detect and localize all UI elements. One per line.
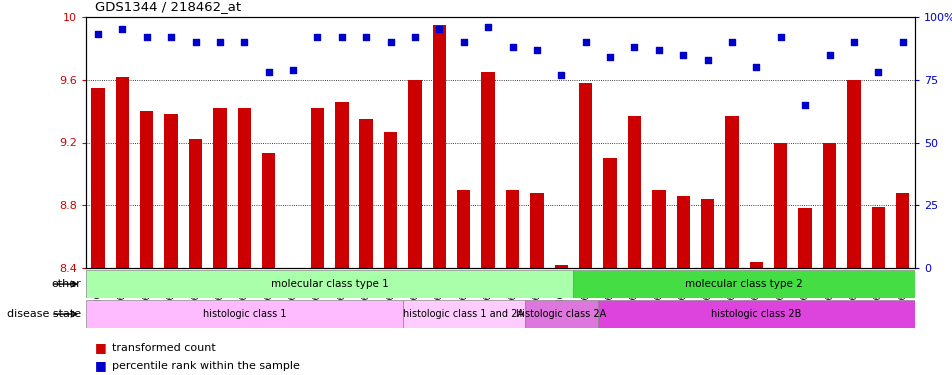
Point <box>480 24 495 30</box>
Point <box>188 39 203 45</box>
Text: histologic class 1 and 2A: histologic class 1 and 2A <box>403 309 524 319</box>
Point <box>456 39 471 45</box>
Point <box>407 34 422 40</box>
Bar <box>86 270 573 298</box>
Bar <box>140 111 153 268</box>
Point <box>261 69 276 75</box>
Bar <box>525 300 597 328</box>
Bar <box>895 193 908 268</box>
Bar <box>165 114 178 268</box>
Bar <box>579 83 592 268</box>
Bar <box>188 140 202 268</box>
Bar <box>86 300 403 328</box>
Text: histologic class 2A: histologic class 2A <box>516 309 605 319</box>
Point <box>236 39 251 45</box>
Text: GDS1344 / 218462_at: GDS1344 / 218462_at <box>95 0 241 13</box>
Text: transformed count: transformed count <box>112 343 216 353</box>
Point <box>675 52 690 58</box>
Point <box>894 39 909 45</box>
Point <box>505 44 520 50</box>
Point <box>383 39 398 45</box>
Point <box>285 67 300 73</box>
Bar <box>822 142 835 268</box>
Bar <box>432 25 446 268</box>
Point <box>334 34 349 40</box>
Bar <box>773 142 786 268</box>
Bar <box>724 116 738 268</box>
Bar <box>262 153 275 268</box>
Point <box>699 57 714 63</box>
Bar <box>554 265 567 268</box>
Text: histologic class 1: histologic class 1 <box>203 309 286 319</box>
Bar <box>529 193 543 268</box>
Bar <box>798 209 811 268</box>
Point <box>748 64 764 70</box>
Bar <box>597 300 914 328</box>
Bar <box>91 87 105 268</box>
Point <box>650 46 665 53</box>
Bar <box>407 80 421 268</box>
Text: histologic class 2B: histologic class 2B <box>710 309 801 319</box>
Bar <box>310 108 324 268</box>
Point <box>553 72 568 78</box>
Bar <box>871 207 884 268</box>
Bar <box>749 262 763 268</box>
Point <box>528 46 544 53</box>
Point <box>602 54 617 60</box>
Bar <box>237 108 250 268</box>
Bar <box>457 190 470 268</box>
Text: molecular class type 2: molecular class type 2 <box>684 279 803 289</box>
Point <box>626 44 642 50</box>
Point <box>845 39 861 45</box>
Point <box>772 34 787 40</box>
Point <box>358 34 373 40</box>
Bar <box>506 190 519 268</box>
Bar <box>481 72 494 268</box>
Bar <box>627 116 641 268</box>
Point <box>90 32 106 38</box>
Text: ■: ■ <box>95 342 111 354</box>
Point <box>724 39 739 45</box>
Bar <box>700 199 714 268</box>
Point <box>431 26 446 33</box>
Bar <box>846 80 860 268</box>
Point <box>139 34 154 40</box>
Bar <box>115 76 129 268</box>
Point <box>212 39 228 45</box>
Bar <box>603 158 616 268</box>
Point <box>309 34 325 40</box>
Text: disease state: disease state <box>7 309 81 319</box>
Bar <box>403 300 525 328</box>
Text: molecular class type 1: molecular class type 1 <box>270 279 388 289</box>
Point <box>821 52 836 58</box>
Point <box>164 34 179 40</box>
Point <box>870 69 885 75</box>
Bar <box>651 190 664 268</box>
Bar <box>359 119 372 268</box>
Bar <box>384 132 397 268</box>
Bar <box>335 102 348 268</box>
Point <box>797 102 812 108</box>
Text: other: other <box>51 279 81 289</box>
Bar <box>213 108 227 268</box>
Point <box>114 26 129 33</box>
Text: percentile rank within the sample: percentile rank within the sample <box>112 361 300 370</box>
Text: ■: ■ <box>95 359 111 372</box>
Bar <box>573 270 914 298</box>
Point <box>578 39 593 45</box>
Bar <box>676 196 689 268</box>
